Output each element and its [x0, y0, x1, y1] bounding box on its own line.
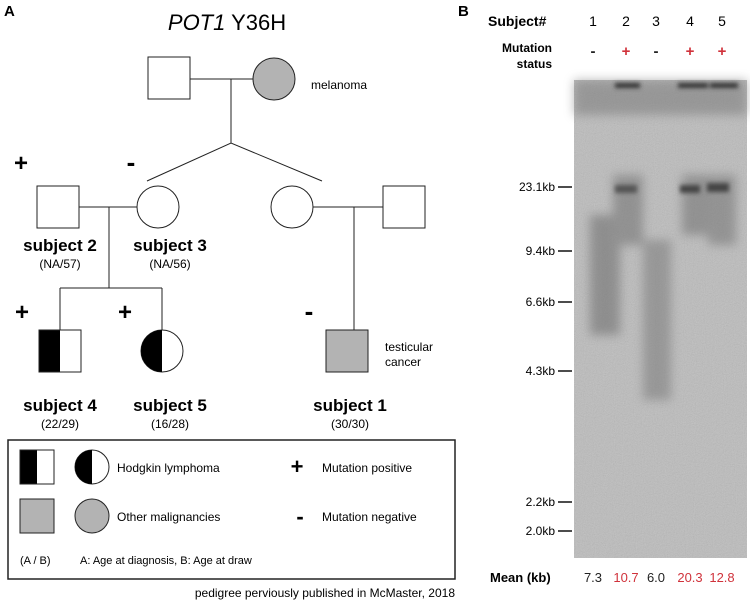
subject-3-name: subject 3 [133, 236, 207, 255]
subject-2-sign: + [14, 150, 28, 177]
mutation-status-5: + [718, 43, 727, 60]
mutation-header-2: status [517, 57, 553, 71]
marker-label: 2.2kb [526, 495, 556, 509]
subject-3-circle [136, 185, 180, 229]
panel-b: B Subject# Mutation status 1 2 3 4 5 - + - + + [458, 3, 747, 585]
legend-box: Hodgkin lymphoma Other malignancies + Mu… [7, 439, 456, 580]
panel-b-label: B [458, 3, 469, 20]
subject-2-square [36, 185, 80, 229]
legend-other-square-icon [19, 498, 55, 534]
pedigree-title: POT1 Y36H [168, 10, 286, 35]
subject-5-sign: + [118, 299, 132, 326]
grandmother-circle-melanoma [252, 57, 296, 101]
legend-hodgkin-square-icon [19, 449, 55, 485]
mean-value-1: 7.3 [584, 570, 602, 585]
mutation-status-2: + [622, 43, 631, 60]
lane-number-3: 3 [652, 13, 660, 29]
legend-hodgkin-circle-icon [74, 449, 110, 485]
legend-positive-symbol: + [291, 454, 304, 479]
lane-number-5: 5 [718, 13, 726, 29]
variant-name: Y36H [225, 10, 286, 35]
mean-value-2: 10.7 [613, 570, 638, 585]
mutation-status-4: + [686, 43, 695, 60]
lane-number-2: 2 [622, 13, 630, 29]
legend-ab-key: (A / B) [20, 555, 51, 567]
subject-4-sign: + [15, 299, 29, 326]
legend-other-circle-icon [74, 498, 110, 534]
mutation-status-row: - + - + + [591, 43, 727, 60]
mutation-status-1: - [591, 43, 596, 60]
legend-hodgkin-label: Hodgkin lymphoma [117, 461, 220, 475]
lane-number-4: 4 [686, 13, 694, 29]
marker-label: 23.1kb [519, 180, 555, 194]
subject-4-square-hodgkin [38, 329, 82, 373]
southern-blot-image [574, 80, 747, 558]
aunt-circle [270, 185, 314, 229]
marker-label: 2.0kb [526, 524, 556, 538]
lane-number-1: 1 [589, 13, 597, 29]
lane-number-row: 1 2 3 4 5 [589, 13, 726, 29]
subject-3-sign: - [127, 147, 136, 177]
gene-name: POT1 [168, 10, 225, 35]
subject-5-name: subject 5 [133, 396, 207, 415]
subject-3-ages: (NA/56) [149, 257, 190, 271]
marker-label: 4.3kb [526, 364, 556, 378]
mutation-status-3: - [654, 43, 659, 60]
subject-1-sign: - [305, 296, 314, 326]
subject-4-name: subject 4 [23, 396, 97, 415]
subject-1-square-other [325, 329, 369, 373]
mean-value-4: 20.3 [677, 570, 702, 585]
subject-1-ages: (30/30) [331, 417, 369, 431]
size-markers: 23.1kb 9.4kb 6.6kb 4.3kb 2.2kb 2.0kb [519, 180, 572, 538]
legend-positive-label: Mutation positive [322, 461, 412, 475]
legend-other-label: Other malignancies [117, 510, 220, 524]
testicular-label-1: testicular [385, 340, 433, 354]
pedigree-footnote: pedigree perviously published in McMaste… [195, 586, 455, 600]
subject-2-ages: (NA/57) [39, 257, 80, 271]
subject-4-ages: (22/29) [41, 417, 79, 431]
mean-row: Mean (kb) 7.3 10.7 6.0 20.3 12.8 [490, 570, 735, 585]
legend-ab-description: A: Age at diagnosis, B: Age at draw [80, 555, 252, 567]
mutation-header-1: Mutation [502, 41, 552, 55]
subject-header: Subject# [488, 13, 547, 29]
subject-1-name: subject 1 [313, 396, 387, 415]
marker-label: 6.6kb [526, 295, 556, 309]
mean-value-5: 12.8 [709, 570, 734, 585]
subject-5-ages: (16/28) [151, 417, 189, 431]
panel-a-label: A [4, 3, 15, 20]
subject-5-circle-hodgkin [140, 329, 184, 373]
testicular-label-2: cancer [385, 355, 421, 369]
pedigree-lines [59, 78, 383, 330]
melanoma-label: melanoma [311, 78, 367, 92]
uncle-square [382, 185, 426, 229]
mean-value-3: 6.0 [647, 570, 665, 585]
grandfather-square [147, 56, 191, 100]
mean-label: Mean (kb) [490, 570, 551, 585]
subject-2-name: subject 2 [23, 236, 97, 255]
panel-a: A POT1 Y36H melanoma + - subject 2 [4, 3, 456, 600]
marker-label: 9.4kb [526, 244, 556, 258]
legend-negative-symbol: - [296, 504, 303, 529]
legend-negative-label: Mutation negative [322, 510, 417, 524]
